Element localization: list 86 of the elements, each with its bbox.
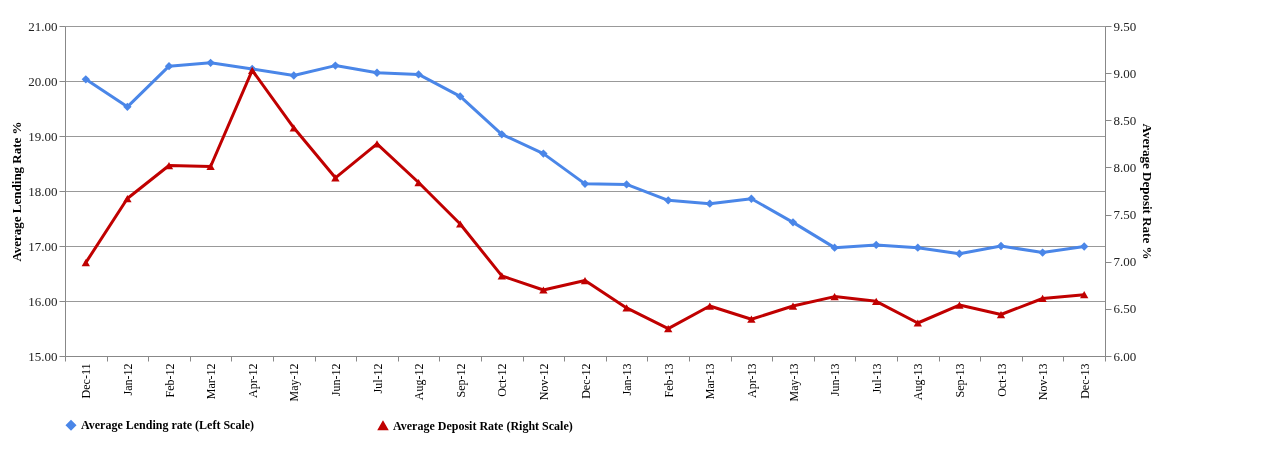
point: [955, 301, 964, 309]
point: [622, 304, 631, 312]
x-tick-label: Aug-13: [911, 363, 926, 401]
point: [664, 325, 673, 333]
x-tick-label: Oct-13: [994, 363, 1009, 397]
point: [913, 319, 922, 327]
y2-tick-label: 9.50: [1113, 18, 1137, 34]
x-tick-label: Aug-12: [412, 363, 427, 401]
point: [81, 259, 90, 267]
x-tick-label: Dec-11: [79, 363, 94, 399]
point: [123, 102, 132, 112]
y2-tick-label: 9.00: [1113, 65, 1137, 81]
point: [497, 272, 506, 280]
point: [872, 297, 881, 305]
y2-tick-label: 8.00: [1113, 159, 1137, 175]
x-tick-label: Feb-12: [162, 363, 177, 398]
point: [206, 162, 215, 171]
x-tick-label: May-13: [786, 363, 801, 402]
legend-label: Average Lending rate (Left Scale): [81, 418, 255, 433]
point: [830, 243, 839, 252]
y2-tick-label: 8.50: [1113, 112, 1137, 128]
y2-axis-title: Average Deposit Rate %: [1140, 123, 1156, 260]
point: [497, 130, 506, 139]
point: [1038, 248, 1047, 257]
point: [539, 286, 548, 294]
point: [788, 218, 798, 227]
point: [331, 61, 340, 70]
y2-tick-label: 6.00: [1113, 348, 1137, 364]
y-tick-label: 16.00: [28, 293, 58, 309]
x-tick-label: Oct-12: [495, 363, 510, 397]
point: [414, 70, 423, 79]
point: [206, 58, 215, 68]
point: [331, 174, 340, 182]
x-tick-label: Jul-13: [869, 363, 884, 394]
x-tick-label: Sep-12: [453, 363, 468, 398]
point: [747, 194, 756, 203]
x-tick-label: Nov-12: [536, 363, 551, 401]
point: [705, 302, 714, 310]
point: [996, 241, 1006, 251]
point: [164, 61, 174, 71]
legend-label: Average Deposit Rate (Right Scale): [393, 418, 573, 433]
point: [123, 194, 132, 203]
x-tick-label: Jan-12: [120, 363, 135, 396]
point: [1080, 291, 1089, 299]
point: [1038, 294, 1047, 303]
point: [81, 75, 90, 84]
x-tick-label: Mar-12: [204, 363, 219, 400]
point: [372, 68, 382, 77]
point: [955, 249, 964, 258]
point: [289, 71, 298, 80]
x-tick-label: Apr-12: [245, 363, 260, 398]
y-tick-label: 19.00: [28, 128, 58, 144]
point: [289, 124, 298, 132]
x-tick-label: Sep-13: [952, 363, 967, 398]
point: [872, 240, 881, 250]
y2-tick-label: 6.50: [1113, 301, 1137, 317]
x-tick-label: Dec-13: [1077, 363, 1092, 399]
y2-tick-label: 7.00: [1113, 254, 1137, 270]
y-tick-label: 17.00: [28, 238, 58, 254]
x-tick-label: Jun-13: [828, 363, 843, 397]
y-axis-title: Average Lending Rate %: [9, 121, 25, 262]
y2-tick-label: 7.50: [1113, 207, 1137, 223]
x-tick-label: Mar-13: [703, 363, 718, 400]
point: [539, 149, 548, 158]
point: [830, 292, 839, 301]
point: [456, 220, 465, 228]
x-tick-label: Apr-13: [744, 363, 759, 398]
x-tick-label: Nov-13: [1036, 363, 1051, 401]
x-tick-label: May-12: [287, 363, 302, 402]
y-tick-label: 15.00: [28, 348, 58, 364]
y-tick-label: 21.00: [28, 18, 58, 34]
point: [580, 276, 590, 285]
x-tick-label: Jan-13: [620, 363, 635, 396]
x-tick-label: Feb-13: [661, 363, 676, 398]
point: [788, 302, 798, 310]
point: [580, 179, 590, 189]
point: [996, 310, 1006, 319]
x-tick-label: Dec-12: [578, 363, 593, 399]
point: [414, 178, 423, 187]
y-tick-label: 18.00: [28, 183, 58, 199]
x-tick-label: Jun-12: [328, 363, 343, 397]
point: [456, 92, 465, 101]
point: [1080, 242, 1089, 251]
x-tick-label: Jul-12: [370, 363, 385, 394]
point: [747, 315, 756, 323]
y-tick-label: 20.00: [28, 73, 58, 89]
